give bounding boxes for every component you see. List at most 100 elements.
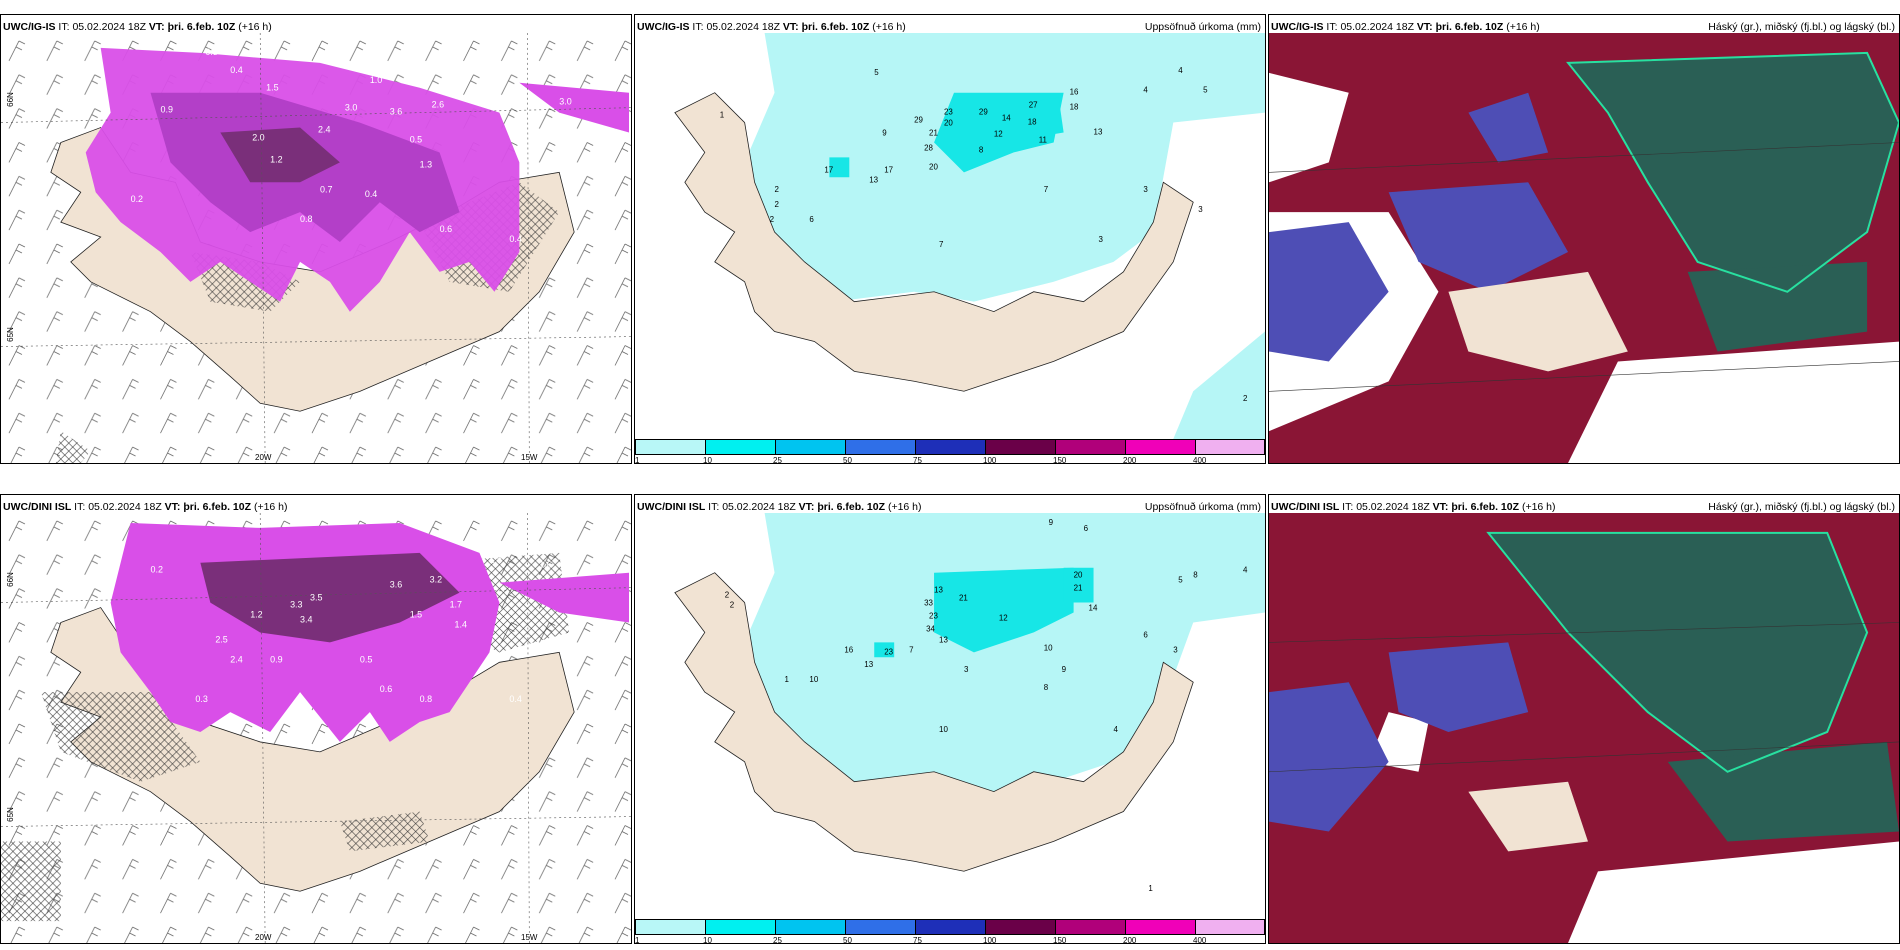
legend-tick: 75 [913,456,922,464]
snow-value: 0.3 [195,694,207,704]
precip-value: 8 [979,145,984,154]
snow-value: 1.5 [410,610,422,620]
legend-cell [985,919,1056,935]
legend-cell [1055,439,1126,455]
lon-label-15: 15W [521,453,538,462]
precip-value: 13 [864,660,873,669]
legend-cell [775,919,846,935]
snow-value: 1.6 [539,560,551,570]
legend-tick: 150 [1053,936,1067,944]
legend-cell [705,439,776,455]
panel-top-cloud: UWC/IG-IS IT: 05.02.2024 18Z VT: þri. 6.… [1268,14,1900,464]
precip-value: 5 [1178,576,1183,585]
model-name: UWC/DINI ISL [3,501,72,513]
legend-tick: 1 [635,936,640,944]
precip-value: 17 [824,165,833,174]
snow-value: 2.6 [432,100,444,110]
legend-tick: 50 [843,456,852,464]
legend-tick: 25 [773,456,782,464]
precip-value: 7 [909,645,914,654]
snow-value: 3.6 [390,107,402,117]
snow-value: 0.4 [365,189,377,199]
lon-label-20: 20W [255,453,272,462]
precip-value: 2 [1243,394,1248,403]
precip-value: 4 [1143,86,1148,95]
panel-bottom-cloud: UWC/DINI ISL IT: 05.02.2024 18Z VT: þri.… [1268,494,1900,944]
precip-value: 17 [884,165,893,174]
legend-cell [1125,439,1196,455]
precip-value: 18 [1028,118,1037,127]
snow-value: 0.4 [230,65,242,75]
precip-value: 10 [939,725,948,734]
precip-value: 13 [1094,128,1103,137]
lat-label-66: 66N [5,572,15,587]
precip-value: 2 [725,591,730,600]
precip-value: 21 [959,594,968,603]
legend-tick: 50 [843,936,852,944]
precip-value: 13 [939,635,948,644]
legend-cell [845,439,916,455]
snow-value: 0.9 [270,654,282,664]
legend-tick: 400 [1193,936,1207,944]
panel-header: UWC/DINI ISL IT: 05.02.2024 18Z VT: þri.… [3,501,288,513]
legend-cell [845,919,916,935]
snow-value: 0.7 [320,184,332,194]
panel-header: UWC/IG-IS IT: 05.02.2024 18Z VT: þri. 6.… [3,21,272,33]
precip-value: 11 [1039,135,1048,144]
precip-value: 10 [809,675,818,684]
precip-value: 7 [1044,185,1049,194]
precip-value: 8 [1044,683,1049,692]
cloud-map [1269,513,1899,943]
precip-value: 10 [1044,643,1053,652]
precip-value: 2 [775,200,780,209]
precip-value: 6 [1143,630,1148,639]
snow-value: 0.4 [509,694,521,704]
legend-tick: 10 [703,456,712,464]
legend-tick: 25 [773,936,782,944]
precip-value: 33 [924,599,933,608]
legend-tick: 400 [1193,456,1207,464]
snow-value: 0.6 [440,224,452,234]
precip-value: 34 [926,624,935,633]
snow-value: 2.4 [318,125,330,135]
panel-title: Háský (gr.), miðský (fj.bl.) og lágský (… [1708,21,1895,33]
lat-label-66: 66N [5,92,15,107]
snow-value: 0.5 [410,134,422,144]
panel-header: UWC/DINI ISL IT: 05.02.2024 18Z VT: þri.… [637,501,922,513]
legend-cell [775,439,846,455]
precip-value: 13 [934,586,943,595]
precip-value: 2 [775,185,780,194]
panel-title: Uppsöfnuð úrkoma (mm) [1144,501,1261,513]
precip-map: 9 6 8 4 5 13 33 23 34 13 21 20 21 14 12 … [635,513,1265,919]
snow-value: 0.2 [131,194,143,204]
panel-header: UWC/IG-IS IT: 05.02.2024 18Z VT: þri. 6.… [1271,21,1540,33]
snow-value: 1.3 [420,159,432,169]
snow-value: 3.2 [430,575,442,585]
precip-value: 29 [979,108,988,117]
panel-bottom-precip: UWC/DINI ISL IT: 05.02.2024 18Z VT: þri.… [634,494,1266,944]
snow-value: 0.9 [160,105,172,115]
precip-value: 8 [1193,571,1198,580]
snow-value: 0.8 [420,694,432,704]
snow-value: 3.0 [559,97,571,107]
snow-value: 1.0 [370,75,382,85]
snow-value: 3.0 [345,103,357,113]
legend-cell [705,919,776,935]
legend-cell [1125,919,1196,935]
precip-legend: 1 10 25 50 75 100 150 200 400 [635,919,1265,943]
snow-value: 0.6 [380,684,392,694]
precip-value: 3 [1173,645,1178,654]
snow-value: 3.6 [390,580,402,590]
snow-value: 3.4 [300,614,312,624]
precip-value: 14 [1089,604,1098,613]
snow-map: 3.2 3.6 3.5 3.3 3.4 2.5 1.7 1.5 1.4 1.2 … [1,513,631,943]
precip-value: 21 [929,129,938,138]
precip-value: 6 [809,215,814,224]
legend-cell [985,439,1056,455]
precip-value: 14 [1002,114,1011,123]
snow-value: 0.2 [151,565,163,575]
legend-cell [915,919,986,935]
precip-value: 27 [1029,101,1038,110]
legend-cell [915,439,986,455]
precip-value: 29 [914,116,923,125]
